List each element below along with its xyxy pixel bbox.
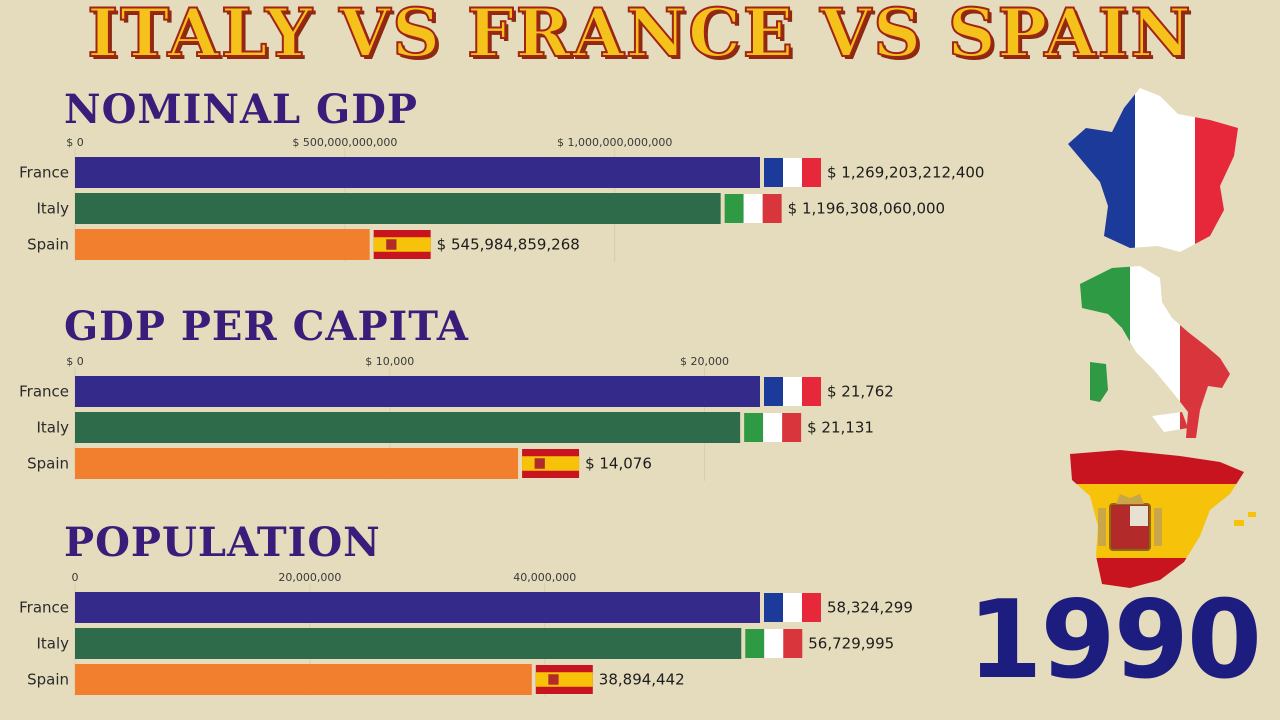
value-label-spain: $ 545,984,859,268 — [437, 236, 580, 254]
category-label-france: France — [19, 383, 69, 401]
tick-label: $ 1,000,000,000,000 — [557, 136, 672, 149]
tick-label: $ 500,000,000,000 — [292, 136, 397, 149]
tick-label: $ 20,000 — [680, 355, 729, 368]
france-map-icon — [1068, 88, 1238, 252]
year-label: 1990 — [967, 578, 1262, 703]
italy-map-icon — [1080, 266, 1230, 438]
bar-spain — [75, 448, 519, 479]
chart-population: 0 20,000,000 40,000,000 France 58,324,299 Ita… — [19, 571, 913, 697]
bar-spain — [75, 229, 370, 260]
section-title-nominal-gdp: NOMINAL GDP — [64, 86, 418, 133]
category-label-spain: Spain — [27, 236, 69, 254]
flag-italy-icon — [745, 629, 803, 658]
value-label-spain: $ 14,076 — [585, 455, 652, 473]
bar-france — [75, 376, 760, 407]
bar-italy — [75, 193, 721, 224]
value-label-spain: 38,894,442 — [599, 671, 685, 689]
category-label-italy: Italy — [36, 419, 69, 437]
category-label-france: France — [19, 599, 69, 617]
value-label-france: $ 21,762 — [827, 383, 894, 401]
flag-spain-icon — [373, 230, 431, 259]
value-label-france: 58,324,299 — [827, 599, 913, 617]
value-label-italy: $ 21,131 — [807, 419, 874, 437]
category-label-spain: Spain — [27, 671, 69, 689]
value-label-italy: 56,729,995 — [808, 635, 894, 653]
tick-label: $ 10,000 — [365, 355, 414, 368]
flag-france-icon — [764, 377, 821, 406]
category-label-italy: Italy — [36, 200, 69, 218]
section-title-gdp-per-capita: GDP PER CAPITA — [64, 303, 469, 350]
category-label-italy: Italy — [36, 635, 69, 653]
value-label-italy: $ 1,196,308,060,000 — [788, 200, 945, 218]
chart-gdp-per-capita: $ 0 $ 10,000 $ 20,000 France $ 21,762 Italy $ … — [19, 355, 894, 481]
tick-label: $ 0 — [66, 355, 84, 368]
bar-spain — [75, 664, 532, 695]
bar-france — [75, 592, 760, 623]
category-label-spain: Spain — [27, 455, 69, 473]
tick-label: $ 0 — [66, 136, 84, 149]
flag-spain-icon — [522, 449, 580, 478]
tick-label: 0 — [72, 571, 79, 584]
flag-spain-icon — [535, 665, 593, 694]
main-title: ITALY VS FRANCE VS SPAIN — [86, 0, 1193, 73]
tick-label: 20,000,000 — [278, 571, 341, 584]
value-label-france: $ 1,269,203,212,400 — [827, 164, 984, 182]
flag-italy-icon — [744, 413, 802, 442]
bar-italy — [75, 628, 742, 659]
chart-nominal-gdp: $ 0 $ 500,000,000,000 $ 1,000,000,000,000 F… — [19, 136, 984, 262]
spain-map-icon — [1070, 450, 1256, 588]
section-title-population: POPULATION — [64, 519, 381, 566]
bar-italy — [75, 412, 741, 443]
flag-france-icon — [764, 593, 821, 622]
bar-france — [75, 157, 760, 188]
category-label-france: France — [19, 164, 69, 182]
tick-label: 40,000,000 — [513, 571, 576, 584]
flag-france-icon — [764, 158, 821, 187]
flag-italy-icon — [724, 194, 782, 223]
